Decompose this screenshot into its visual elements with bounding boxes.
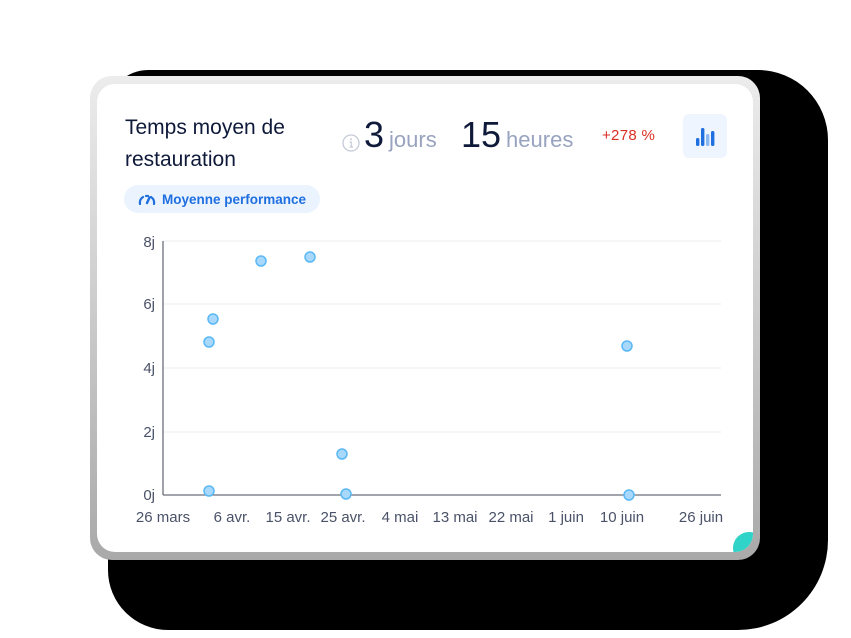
x-tick-label: 25 avr.: [320, 509, 366, 526]
y-tick-label: 0j: [143, 487, 155, 504]
hours-unit: heures: [506, 127, 574, 152]
corner-accent: [733, 532, 753, 552]
bar-chart-icon: [696, 128, 715, 146]
data-point[interactable]: [340, 488, 352, 500]
x-tick-label: 1 juin: [548, 509, 584, 526]
y-tick-label: 4j: [143, 360, 155, 377]
data-point[interactable]: [203, 485, 215, 497]
performance-badge: Moyenne performance: [124, 185, 321, 213]
badge-label: Moyenne performance: [162, 191, 307, 207]
data-point[interactable]: [623, 489, 635, 501]
x-tick-label: 10 juin: [599, 509, 645, 526]
x-tick-label: 4 mai: [381, 509, 419, 526]
data-points: [203, 251, 635, 501]
hours-value: 15: [461, 114, 502, 155]
info-icon[interactable]: [342, 134, 360, 152]
days-unit: jours: [389, 127, 437, 152]
metric-card: Temps moyen de restauration Moyenne perf…: [97, 84, 753, 552]
x-tick-label: 26 mars: [135, 509, 191, 526]
delta-percentage: +278 %: [602, 127, 656, 144]
x-tick-label: 15 avr.: [265, 509, 311, 526]
data-point[interactable]: [207, 313, 219, 325]
x-tick-label: 22 mai: [488, 509, 534, 526]
days-value: 3: [364, 114, 385, 155]
scatter-chart: [162, 240, 721, 501]
x-tick-label: 13 mai: [432, 509, 478, 526]
chart-toggle-button[interactable]: [683, 114, 727, 158]
metric-days: 3 jours: [364, 114, 437, 156]
y-tick-label: 2j: [143, 424, 155, 441]
data-point[interactable]: [255, 255, 267, 267]
gauge-icon: [138, 194, 156, 205]
data-point[interactable]: [304, 251, 316, 263]
y-tick-label: 6j: [143, 296, 155, 313]
x-tick-label: 6 avr.: [213, 509, 251, 526]
data-point[interactable]: [336, 448, 348, 460]
x-tick-label: 26 juin: [678, 509, 724, 526]
metric-hours: 15 heures: [461, 114, 573, 156]
data-point[interactable]: [203, 336, 215, 348]
gridlines: [163, 240, 721, 433]
data-point[interactable]: [621, 340, 633, 352]
y-tick-label: 8j: [143, 234, 155, 251]
card-title: Temps moyen de restauration: [125, 116, 285, 171]
